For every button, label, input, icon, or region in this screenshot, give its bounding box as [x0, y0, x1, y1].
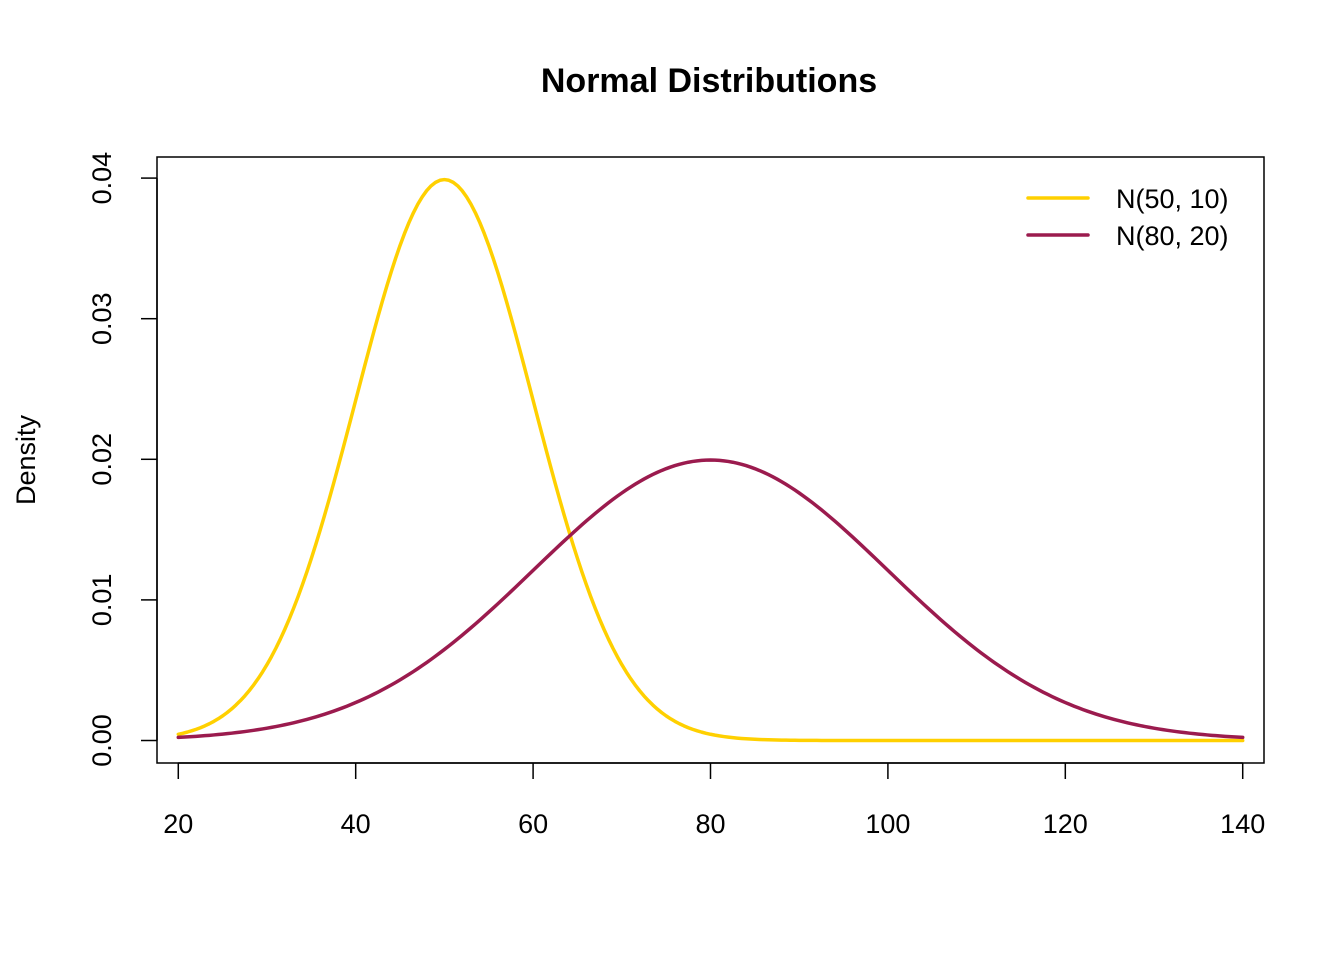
series-line-2	[176, 458, 1245, 740]
legend: N(50, 10) N(80, 20)	[1026, 184, 1229, 251]
x-tick-label: 80	[695, 809, 725, 839]
x-tick-label: 40	[341, 809, 371, 839]
x-tick-label: 20	[163, 809, 193, 839]
y-axis-label: Density	[11, 414, 41, 505]
series-line-1	[176, 177, 1245, 743]
chart-title: Normal Distributions	[541, 62, 877, 100]
y-axis: 0.00 0.01 0.02 0.03 0.04	[87, 152, 158, 767]
x-tick-label: 60	[518, 809, 548, 839]
series-layer	[176, 177, 1245, 743]
y-tick-label: 0.02	[87, 433, 117, 486]
y-tick-label: 0.04	[87, 152, 117, 205]
x-tick-label: 140	[1220, 809, 1265, 839]
x-tick-label: 100	[865, 809, 910, 839]
x-tick-label: 120	[1043, 809, 1088, 839]
legend-label-1: N(50, 10)	[1116, 184, 1229, 214]
y-tick-label: 0.01	[87, 574, 117, 627]
x-axis: 20 40 60 80 100 120 140	[163, 762, 1265, 839]
y-tick-label: 0.03	[87, 292, 117, 345]
y-tick-label: 0.00	[87, 714, 117, 767]
legend-label-2: N(80, 20)	[1116, 221, 1229, 251]
